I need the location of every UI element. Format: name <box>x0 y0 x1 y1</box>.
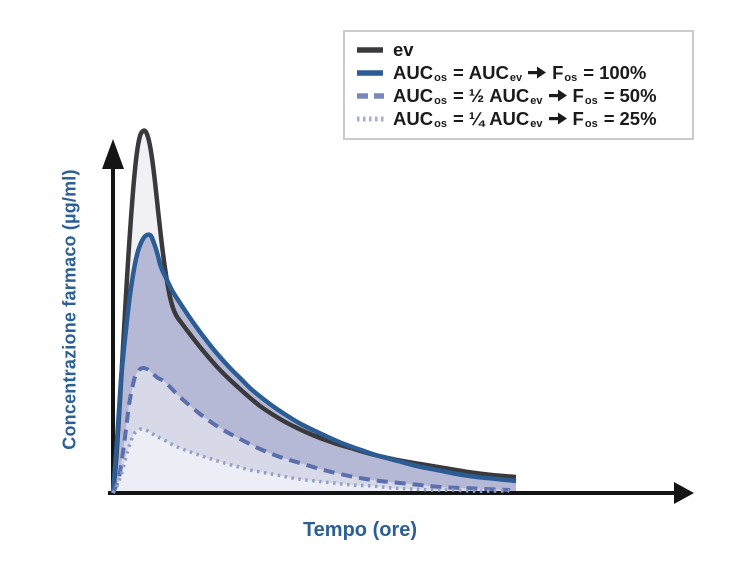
legend-value: 100% <box>599 61 647 83</box>
y-axis-label: Concentrazione farmaco (µg/ml) <box>59 169 80 450</box>
legend-value: 25% <box>619 107 657 129</box>
area-os-25 <box>113 429 509 493</box>
curve-os-25 <box>111 427 509 494</box>
legend-swatch-dashed-blue <box>357 92 384 99</box>
x-axis-arrowhead-icon <box>674 482 694 504</box>
curve-fill-areas <box>113 130 516 494</box>
arrow-right-icon <box>548 89 567 102</box>
y-axis-arrowhead-icon <box>102 139 124 169</box>
legend-value: 50% <box>619 84 657 106</box>
x-axis-label: Tempo (ore) <box>302 519 418 541</box>
curve-strokes <box>110 128 517 494</box>
curve-os-50 <box>111 365 511 494</box>
legend-swatch-solid-blue <box>357 69 383 76</box>
curve-os-100 <box>110 232 517 494</box>
legend-label: ev <box>393 38 414 60</box>
arrow-right-icon <box>528 66 547 79</box>
legend-swatch-dotted-blue <box>357 116 384 121</box>
legend-swatch-solid-gray <box>357 46 383 53</box>
legend-entry-ev: ev <box>356 38 684 61</box>
arrow-right-icon <box>548 112 567 125</box>
axes <box>102 139 694 504</box>
